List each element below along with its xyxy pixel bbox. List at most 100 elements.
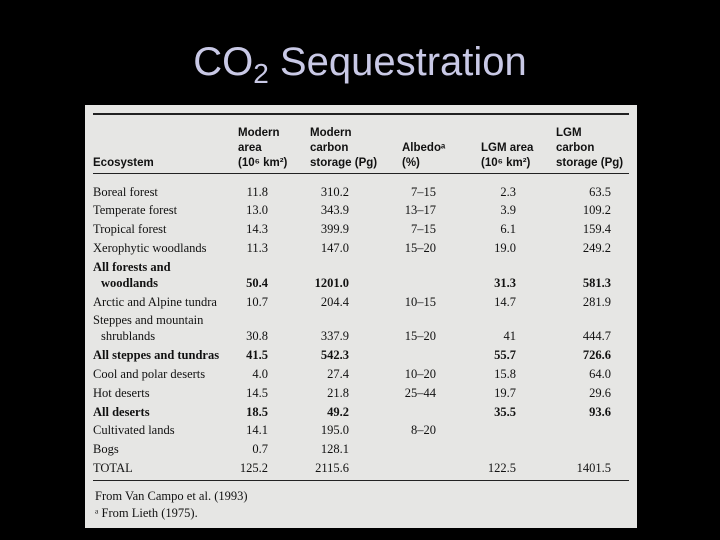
column-header: carbon [556, 141, 595, 154]
row-label: shrublands [101, 329, 156, 344]
table-cell: 49.2 [327, 404, 349, 419]
row-label: woodlands [101, 275, 158, 290]
table-cell: 11.3 [246, 240, 268, 255]
table-cell: 281.9 [582, 294, 611, 309]
table-cell: 109.2 [582, 203, 611, 218]
title-subscript: 2 [253, 58, 269, 89]
table-cell: 444.7 [582, 329, 611, 344]
row-label: All deserts [93, 404, 150, 419]
table-cell: 4.0 [252, 366, 268, 381]
table-cell: 29.6 [589, 385, 611, 400]
row-label: TOTAL [93, 460, 133, 475]
table-cell: 21.8 [327, 385, 349, 400]
table-cell: 542.3 [320, 348, 349, 363]
table-cell: 14.1 [246, 423, 268, 438]
table-rule [93, 173, 629, 174]
column-header: area [238, 141, 262, 154]
row-label: Hot deserts [93, 385, 150, 400]
column-header: Modern [310, 126, 352, 139]
table-cell: 15–20 [404, 240, 436, 255]
table-cell: 93.6 [589, 404, 611, 419]
table-cell: 7–15 [411, 222, 436, 237]
table-cell: 1401.5 [576, 460, 611, 475]
table-cell: 3.9 [500, 203, 516, 218]
row-label: Boreal forest [93, 184, 158, 199]
column-header: storage (Pg) [556, 156, 624, 169]
row-label: All forests and [93, 259, 171, 274]
column-header: (10⁶ km²) [481, 156, 531, 169]
row-label: Arctic and Alpine tundra [93, 294, 217, 309]
table-cell: 27.4 [327, 366, 349, 381]
table-cell: 13–17 [404, 203, 436, 218]
table-cell: 726.6 [582, 348, 611, 363]
table-cell: 122.5 [487, 460, 516, 475]
table-cell: 0.7 [252, 442, 268, 457]
table-cell: 18.5 [246, 404, 268, 419]
table-cell: 399.9 [320, 222, 349, 237]
row-label: Bogs [93, 442, 119, 457]
table-cell: 50.4 [246, 275, 268, 290]
table-cell: 195.0 [320, 423, 349, 438]
table-cell: 19.7 [494, 385, 516, 400]
table-cell: 2115.6 [315, 460, 349, 475]
table-cell: 19.0 [494, 240, 516, 255]
table-cell: 31.3 [494, 275, 516, 290]
table-cell: 337.9 [320, 329, 349, 344]
table-cell: 249.2 [582, 240, 611, 255]
table-cell: 25–44 [404, 385, 436, 400]
table-cell: 7–15 [411, 184, 436, 199]
title-text: Sequestration [279, 40, 527, 84]
column-header: (%) [402, 156, 420, 169]
table-cell: 14.3 [246, 222, 268, 237]
table-cell: 10–20 [404, 366, 436, 381]
row-label: All steppes and tundras [93, 348, 220, 363]
table-cell: 343.9 [320, 203, 349, 218]
column-header: Albedoᵃ [402, 141, 446, 154]
column-header: Modern [238, 126, 280, 139]
table-cell: 63.5 [589, 184, 611, 199]
table-cell: 55.7 [494, 348, 516, 363]
table-cell: 13.0 [246, 203, 268, 218]
column-header: storage (Pg) [310, 156, 378, 169]
table-scan: Ecosystem Modern area (10⁶ km²) Modern carbon… [85, 105, 637, 528]
table-cell: 15–20 [404, 329, 436, 344]
table-cell: 8–20 [411, 423, 436, 438]
row-label: Tropical forest [93, 222, 167, 237]
table-cell: 125.2 [239, 460, 268, 475]
table-cell: 11.8 [246, 184, 268, 199]
table-cell: 10.7 [246, 294, 268, 309]
row-label: Temperate forest [93, 203, 178, 218]
table-cell: 581.3 [582, 275, 611, 290]
table-cell: 10–15 [404, 294, 436, 309]
row-label: Steppes and mountain [93, 313, 204, 328]
slide-title: CO2 Sequestration [0, 40, 720, 90]
column-header: (10⁶ km²) [238, 156, 288, 169]
table-cell: 41 [503, 329, 517, 344]
table-cell: 41.5 [246, 348, 268, 363]
row-label: Cultivated lands [93, 423, 175, 438]
column-header: carbon [310, 141, 349, 154]
table-cell: 30.8 [246, 329, 268, 344]
table-cell: 128.1 [320, 442, 349, 457]
table-cell: 159.4 [582, 222, 611, 237]
table-rule [93, 113, 629, 115]
table-cell: 35.5 [494, 404, 516, 419]
row-label: Cool and polar deserts [93, 366, 206, 381]
table-rule [93, 480, 629, 481]
footnote: From Van Campo et al. (1993) [95, 488, 248, 503]
title-text: CO [193, 40, 254, 84]
table-cell: 14.5 [246, 385, 268, 400]
table-cell: 64.0 [589, 366, 611, 381]
column-header: LGM area [481, 141, 534, 154]
table-cell: 204.4 [320, 294, 349, 309]
table-cell: 147.0 [320, 240, 349, 255]
table-cell: 6.1 [500, 222, 516, 237]
table-cell: 15.8 [494, 366, 516, 381]
column-header: LGM [556, 126, 582, 139]
row-label: Xerophytic woodlands [93, 240, 207, 255]
column-header: Ecosystem [93, 156, 154, 169]
footnote: ᵃ From Lieth (1975). [95, 505, 198, 520]
table-cell: 1201.0 [314, 275, 349, 290]
table-cell: 14.7 [494, 294, 516, 309]
